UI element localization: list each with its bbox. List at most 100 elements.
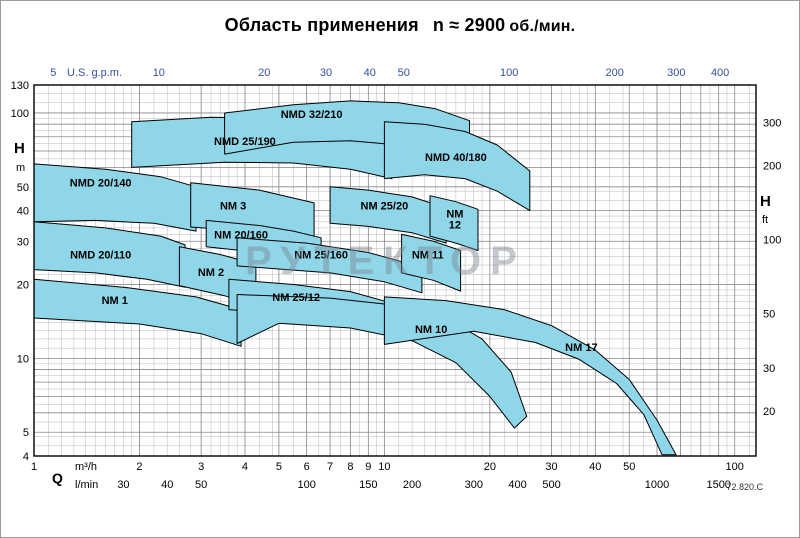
- region-label-line: NM 25/12: [272, 292, 320, 304]
- region-NM-12: [429, 195, 479, 251]
- chart-title-speed-unit: об./мин.: [509, 18, 576, 35]
- pump-regions: NMD 20/140 NMD 20/110 NM 1 NMD 25/190 NMD 32…: [33, 100, 677, 456]
- x-tick-label-m3h: 20: [484, 461, 496, 473]
- x-tick-label-m3h: 100: [726, 461, 744, 473]
- region-label-line: NM 11: [412, 249, 444, 261]
- y-tick-label-m: 4: [23, 451, 29, 463]
- region-label-line: NMD 32/210: [281, 109, 343, 121]
- region-label-line: NM: [446, 208, 463, 220]
- region-NM-25-20: [329, 186, 447, 244]
- x-tick-label-lmin: 1000: [645, 479, 669, 491]
- x-tick-label-lmin: 50: [195, 479, 207, 491]
- region-label-line: NMD 20/140: [70, 178, 132, 190]
- y-tick-label-m: 40: [17, 206, 29, 218]
- y-axis-symbol-left: H: [14, 140, 25, 157]
- x-tick-label-lmin: 400: [508, 479, 526, 491]
- x-tick-label-m3h: 1: [31, 461, 37, 473]
- x-tick-label-m3h: 4: [242, 461, 248, 473]
- x-tick-label-m3h: 10: [378, 461, 390, 473]
- region-label-line: NM 3: [220, 200, 246, 212]
- y-tick-label-ft: 30: [763, 363, 775, 375]
- x-tick-label-usgpm: 40: [364, 67, 376, 79]
- region-label-line: 12: [449, 219, 461, 231]
- region-NM-17: [383, 296, 677, 456]
- x-tick-label-m3h: 8: [347, 461, 353, 473]
- x-axis-unit-m3h: m³/h: [75, 461, 97, 473]
- y-tick-label-m: 50: [17, 182, 29, 194]
- x-tick-label-usgpm: 30: [320, 67, 332, 79]
- x-tick-label-lmin: 150: [359, 479, 377, 491]
- y-tick-label-m: 30: [17, 236, 29, 248]
- x-axis-symbol: Q: [52, 470, 63, 486]
- x-tick-label-usgpm: 100: [500, 67, 518, 79]
- region-NM-25-160: [236, 237, 423, 294]
- region-label-NMD-32-210: NMD 32/210: [281, 109, 343, 121]
- x-tick-label-lmin: 100: [297, 479, 315, 491]
- x-tick-label-usgpm: 400: [711, 67, 729, 79]
- y-axis-symbol-right: H: [760, 193, 771, 210]
- y-tick-label-m: 130: [11, 80, 29, 92]
- x-tick-label-usgpm: 200: [605, 67, 623, 79]
- chart-title-text: Область применения: [224, 15, 419, 35]
- y-tick-label-ft: 200: [763, 161, 781, 173]
- x-tick-label-usgpm: 50: [398, 67, 410, 79]
- region-label-NMD-20-110: NMD 20/110: [70, 249, 131, 261]
- x-tick-label-m3h: 30: [545, 461, 557, 473]
- region-label-NM-10: NM 10: [415, 324, 447, 336]
- plot-border: [33, 84, 757, 457]
- region-label-NM-2: NM 2: [198, 267, 224, 279]
- y-tick-label-ft: 50: [763, 308, 775, 320]
- x-axis-unit-lmin: l/min: [75, 479, 98, 491]
- x-tick-label-usgpm: 10: [153, 67, 165, 79]
- y-tick-label-m: 5: [23, 427, 29, 439]
- region-label-NM-1: NM 1: [102, 295, 128, 307]
- region-label-NM-3: NM 3: [220, 200, 246, 212]
- x-tick-label-usgpm: 20: [258, 67, 270, 79]
- region-label-line: NM 25/160: [294, 249, 348, 261]
- region-label-NMD-25-190: NMD 25/190: [214, 136, 276, 148]
- region-NM-1: [33, 278, 242, 347]
- region-NM-11: [401, 233, 462, 292]
- region-label-line: NM 20/160: [214, 229, 268, 241]
- x-axis-top-unit-label: U.S. g.p.m.: [67, 67, 122, 79]
- region-label-line: NM 10: [415, 324, 447, 336]
- region-NMD-40-180: [383, 121, 531, 212]
- region-label-NM-25-12: NM 25/12: [272, 292, 320, 304]
- y-tick-label-m: 100: [11, 108, 29, 120]
- y-tick-label-m: 20: [17, 279, 29, 291]
- x-tick-label-lmin: 1500: [706, 479, 730, 491]
- y-tick-label-m: 10: [17, 353, 29, 365]
- x-tick-label-m3h: 5: [276, 461, 282, 473]
- region-label-NMD-20-140: NMD 20/140: [70, 178, 132, 190]
- region-label-NM-20-160: NM 20/160: [214, 229, 268, 241]
- region-label-NM-11: NM 11: [412, 249, 444, 261]
- region-label-line: NMD 40/180: [425, 152, 487, 164]
- chart-title-speed: n ≈ 2900: [432, 15, 506, 35]
- y-tick-label-ft: 300: [763, 117, 781, 129]
- region-label-line: NMD 25/190: [214, 136, 276, 148]
- x-tick-label-m3h: 6: [304, 461, 310, 473]
- y-axis-unit-right: ft: [762, 214, 768, 226]
- x-tick-label-usgpm: 5: [50, 67, 56, 79]
- region-label-line: NM 2: [198, 267, 224, 279]
- chart-title: Область применения n ≈ 2900 об./мин.: [1, 15, 799, 36]
- x-tick-label-m3h: 9: [365, 461, 371, 473]
- x-tick-label-lmin: 200: [403, 479, 421, 491]
- y-tick-label-ft: 20: [763, 406, 775, 418]
- region-label-line: NM 17: [565, 342, 597, 354]
- y-tick-label-ft: 100: [763, 235, 781, 247]
- region-label-NM-12: NM 12: [446, 208, 463, 231]
- region-NMD-20-140: [33, 163, 197, 232]
- x-tick-label-m3h: 3: [198, 461, 204, 473]
- y-axis-unit-left: m: [16, 162, 25, 174]
- x-tick-label-m3h: 2: [136, 461, 142, 473]
- x-tick-label-m3h: 50: [623, 461, 635, 473]
- region-label-NM-25-160: NM 25/160: [294, 249, 348, 261]
- region-label-NMD-40-180: NMD 40/180: [425, 152, 487, 164]
- x-tick-label-m3h: 40: [589, 461, 601, 473]
- x-tick-label-m3h: 7: [327, 461, 333, 473]
- region-label-line: NM 1: [102, 295, 128, 307]
